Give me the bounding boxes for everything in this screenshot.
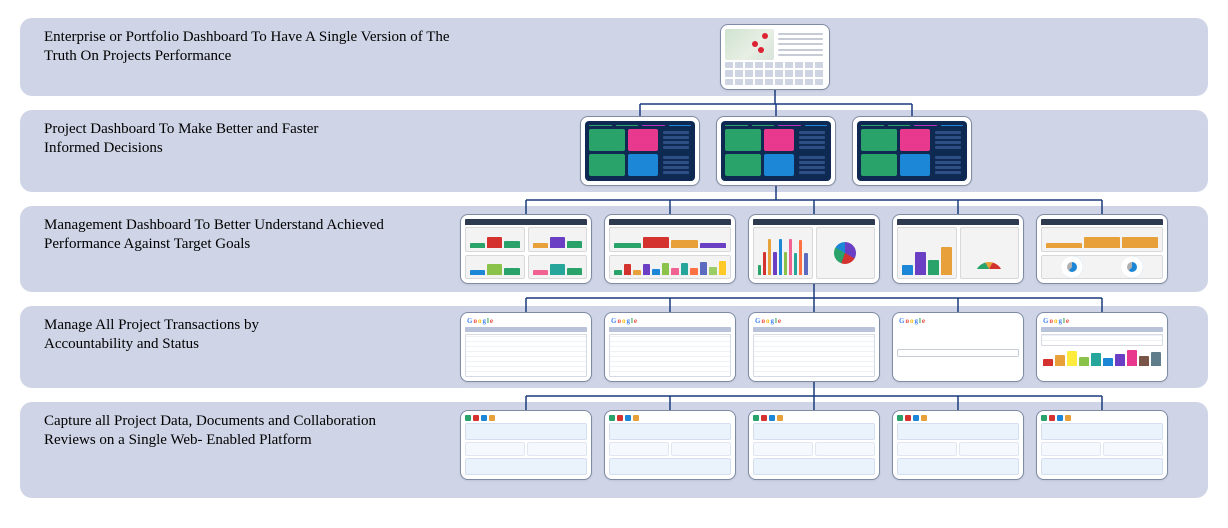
row-label-transactions: Manage All Project Transactions by Accou…: [44, 316, 344, 354]
thumb-management-2: [748, 214, 880, 284]
row-enterprise: Enterprise or Portfolio Dashboard To Hav…: [20, 18, 1208, 96]
row-label-capture: Capture all Project Data, Documents and …: [44, 412, 404, 450]
thumb-management-4: [1036, 214, 1168, 284]
thumb-capture-3: [892, 410, 1024, 480]
thumb-project-2: [852, 116, 972, 186]
thumb-capture-1: [604, 410, 736, 480]
thumb-capture-4: [1036, 410, 1168, 480]
thumb-transactions-0: Google: [460, 312, 592, 382]
row-label-management: Management Dashboard To Better Understan…: [44, 216, 384, 254]
thumb-transactions-2: Google: [748, 312, 880, 382]
thumb-transactions-1: Google: [604, 312, 736, 382]
thumb-capture-2: [748, 410, 880, 480]
thumb-management-0: [460, 214, 592, 284]
thumb-transactions-3: Google: [892, 312, 1024, 382]
thumb-management-3: [892, 214, 1024, 284]
thumb-enterprise-0: [720, 24, 830, 90]
thumb-project-0: [580, 116, 700, 186]
thumb-transactions-4: Google: [1036, 312, 1168, 382]
row-label-project: Project Dashboard To Make Better and Fas…: [44, 120, 344, 158]
thumb-project-1: [716, 116, 836, 186]
row-label-enterprise: Enterprise or Portfolio Dashboard To Hav…: [44, 28, 484, 66]
thumb-management-1: [604, 214, 736, 284]
thumb-capture-0: [460, 410, 592, 480]
